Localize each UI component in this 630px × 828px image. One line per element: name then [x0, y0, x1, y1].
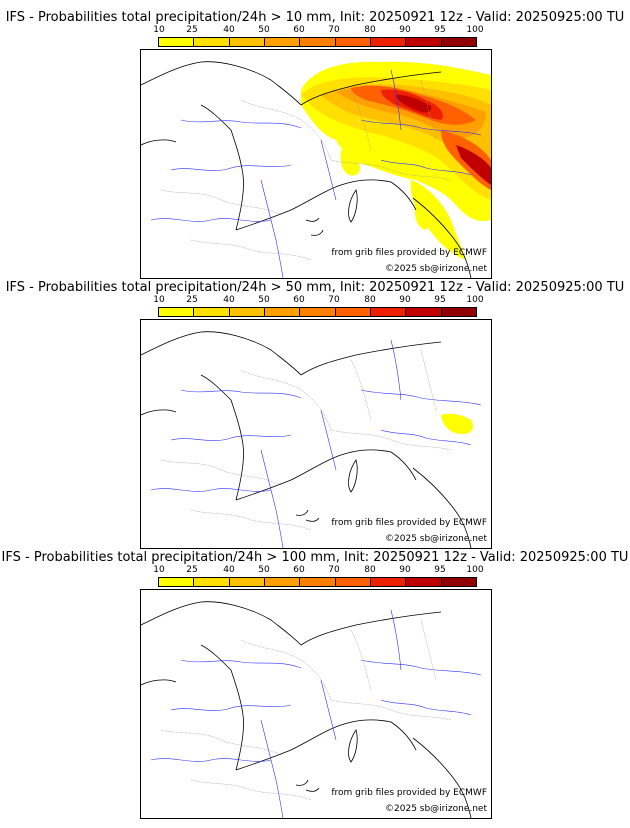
precipitation-field	[301, 61, 491, 260]
scale-swatch	[229, 308, 265, 316]
scale-swatch	[300, 578, 336, 586]
map-panel-100mm: IFS - Probabilities total precipitation/…	[0, 540, 630, 819]
scale-swatch	[229, 578, 265, 586]
coastline	[141, 61, 472, 278]
rivers	[150, 609, 482, 818]
scale-tick-label: 40	[223, 25, 235, 35]
panel-title: IFS - Probabilities total precipitation/…	[5, 10, 625, 25]
scale-tick-label: 95	[434, 295, 446, 305]
scale-tick-label: 60	[293, 25, 305, 35]
panel-title: IFS - Probabilities total precipitation/…	[5, 280, 625, 295]
borders	[160, 619, 452, 801]
scale-swatch	[406, 38, 442, 46]
scale-swatch	[335, 578, 371, 586]
scale-tick-label: 10	[153, 565, 165, 575]
map-base	[141, 601, 482, 818]
copyright-credit: ©2025 sb@irizone.net	[385, 804, 487, 814]
map-base	[141, 61, 491, 278]
borders	[160, 349, 452, 531]
scale-swatch	[194, 308, 230, 316]
scale-swatch	[229, 38, 265, 46]
map-base	[141, 331, 482, 548]
scale-tick-label: 80	[364, 565, 376, 575]
copyright-credit: ©2025 sb@irizone.net	[385, 264, 487, 274]
scale-swatch	[441, 38, 476, 46]
scale-swatch	[264, 578, 301, 586]
scale-tick-label: 10	[153, 25, 165, 35]
scale-swatch	[159, 578, 195, 586]
scale-tick-label: 10	[153, 295, 165, 305]
map-panel-50mm: IFS - Probabilities total precipitation/…	[0, 270, 630, 549]
scale-swatch	[194, 38, 230, 46]
scale-swatch	[300, 308, 336, 316]
borders	[160, 79, 452, 261]
map-area: from grib files provided by ECMWF ©2025 …	[140, 49, 492, 279]
scale-swatch	[264, 308, 301, 316]
coastline	[141, 331, 472, 548]
scale-tick-label: 60	[293, 295, 305, 305]
scale-swatch	[300, 38, 336, 46]
scale-labels: 10 25 40 50 60 70 80 90 95 100	[153, 25, 483, 35]
coastline	[141, 601, 472, 818]
rivers	[150, 339, 482, 548]
scale-swatch	[441, 308, 476, 316]
scale-tick-label: 50	[258, 565, 270, 575]
scale-tick-label: 70	[328, 295, 340, 305]
scale-tick-label: 50	[258, 25, 270, 35]
panel-title: IFS - Probabilities total precipitation/…	[1, 550, 629, 565]
scale-tick-label: 70	[328, 25, 340, 35]
scale-tick-label: 25	[186, 295, 198, 305]
scale-swatch	[194, 578, 230, 586]
map-area: from grib files provided by ECMWF ©2025 …	[140, 319, 492, 549]
scale-swatch	[264, 38, 301, 46]
data-source-credit: from grib files provided by ECMWF	[331, 788, 487, 798]
map-area: from grib files provided by ECMWF ©2025 …	[140, 589, 492, 819]
scale-tick-label: 25	[186, 565, 198, 575]
scale-tick-label: 50	[258, 295, 270, 305]
precipitation-field	[441, 413, 473, 435]
scale-tick-label: 90	[399, 295, 411, 305]
color-scale-bar	[158, 577, 477, 587]
scale-tick-label: 40	[223, 295, 235, 305]
scale-tick-label: 25	[186, 25, 198, 35]
scale-tick-label: 80	[364, 295, 376, 305]
color-scale-bar	[158, 307, 477, 317]
scale-swatch	[370, 578, 407, 586]
scale-swatch	[441, 578, 476, 586]
color-scale-bar	[158, 37, 477, 47]
scale-swatch	[370, 38, 407, 46]
rivers	[150, 69, 482, 278]
scale-tick-label: 90	[399, 565, 411, 575]
map-panel-10mm: IFS - Probabilities total precipitation/…	[0, 0, 630, 279]
scale-tick-label: 95	[434, 565, 446, 575]
scale-tick-label: 100	[466, 295, 484, 305]
scale-tick-label: 100	[466, 565, 484, 575]
data-source-credit: from grib files provided by ECMWF	[331, 518, 487, 528]
scale-tick-label: 95	[434, 25, 446, 35]
scale-labels: 10 25 40 50 60 70 80 90 95 100	[153, 295, 483, 305]
scale-tick-label: 40	[223, 565, 235, 575]
scale-swatch	[406, 578, 442, 586]
scale-tick-label: 100	[466, 25, 484, 35]
scale-tick-label: 60	[293, 565, 305, 575]
copyright-credit: ©2025 sb@irizone.net	[385, 534, 487, 544]
scale-swatch	[335, 308, 371, 316]
scale-swatch	[335, 38, 371, 46]
scale-swatch	[406, 308, 442, 316]
scale-swatch	[370, 308, 407, 316]
scale-swatch	[159, 308, 195, 316]
scale-tick-label: 80	[364, 25, 376, 35]
scale-swatch	[159, 38, 195, 46]
scale-labels: 10 25 40 50 60 70 80 90 95 100	[153, 565, 483, 575]
scale-tick-label: 70	[328, 565, 340, 575]
data-source-credit: from grib files provided by ECMWF	[331, 248, 487, 258]
scale-tick-label: 90	[399, 25, 411, 35]
